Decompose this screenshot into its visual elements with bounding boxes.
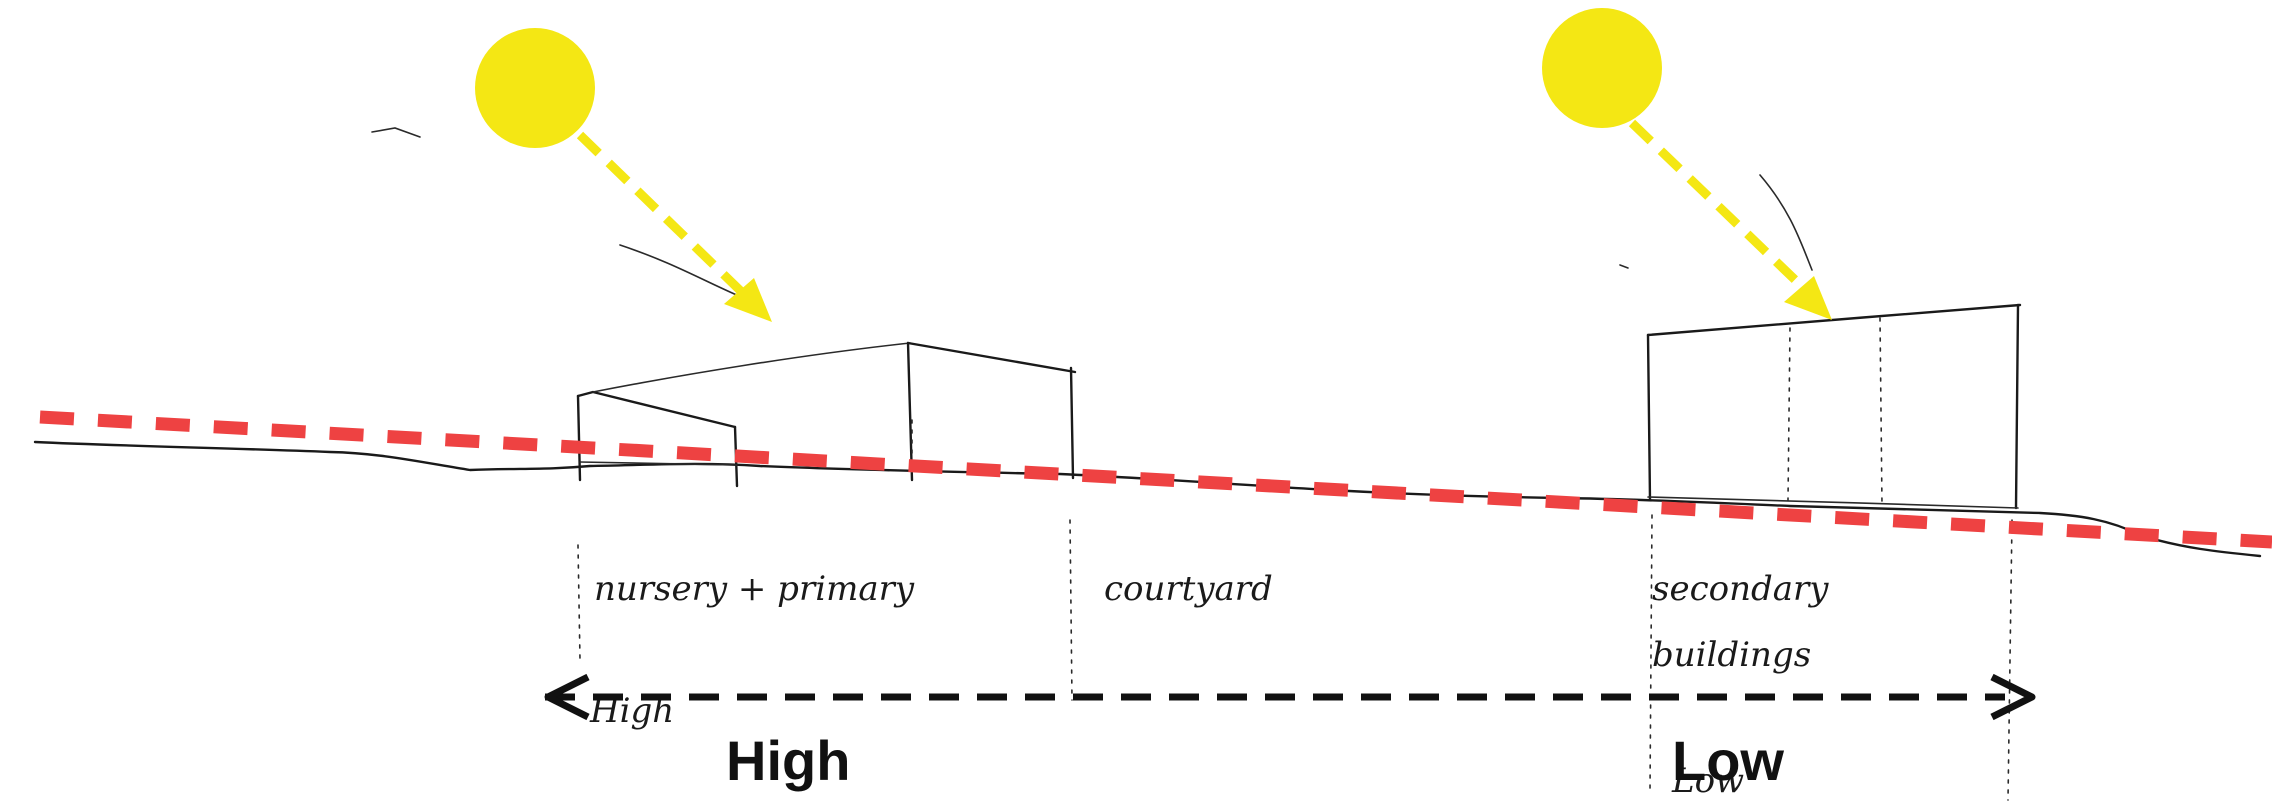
sun-ray-arrow-left	[576, 131, 756, 306]
label-high: High	[726, 729, 850, 792]
sun-ray-arrow-right	[1628, 119, 1820, 304]
label-nursery-primary: nursery + primary	[594, 569, 915, 609]
sun-icon-left	[475, 28, 595, 148]
sun-icon-right	[1542, 8, 1662, 128]
sun-ray-arrowhead-left	[724, 278, 772, 322]
terrain-line	[33, 440, 2262, 558]
label-low: Low	[1672, 729, 1784, 792]
nursery-primary-building	[576, 341, 1077, 488]
secondary-buildings	[1646, 303, 2022, 510]
label-courtyard: courtyard	[1104, 569, 1273, 609]
guide-lines	[577, 514, 2013, 801]
label-secondary-line1: secondary	[1652, 569, 1829, 609]
sun-ray-arrowhead-right	[1784, 276, 1832, 320]
axis-arrowhead-left	[544, 673, 590, 721]
slope-line	[39, 410, 2272, 549]
sky-sketch-strokes	[371, 127, 1813, 306]
label-secondary-line2: buildings	[1652, 635, 1811, 675]
axis-arrowhead-right	[1990, 673, 2036, 721]
label-handwritten-low: Low	[1671, 761, 1744, 801]
